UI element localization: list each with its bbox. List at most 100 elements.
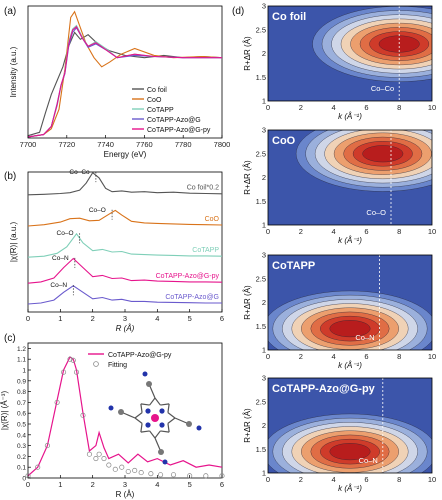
molecule-bond (134, 417, 143, 424)
legend-label-a-2: CoTAPP (147, 107, 174, 114)
annotation-label-b-0: Co–Co (69, 169, 90, 176)
wt-xtick-label-1-0: 0 (266, 227, 270, 236)
wt-ytick-label-1-4: 3 (262, 126, 266, 135)
fit-point-c-7 (73, 369, 80, 375)
fit-point-c-3 (54, 399, 60, 405)
series-label-b-4: CoTAPP-Azo@G (165, 294, 219, 301)
molecule-bond (154, 397, 161, 406)
wt-xtick-label-3-2: 4 (332, 475, 336, 484)
wt-x-axis-label-0: k (Å⁻¹) (338, 112, 362, 121)
ytick-label-c-12: 1.2 (17, 346, 26, 353)
panel-label-d: (d) (232, 6, 244, 17)
molecule-bond (149, 397, 156, 406)
wt-ytick-label-2-3: 2.5 (256, 274, 266, 283)
fit-point-c-10 (93, 456, 99, 462)
xtick-label-a-4: 7780 (175, 140, 192, 149)
wt-title-3: CoTAPP-Azo@G-py (272, 383, 376, 395)
molecule-bond (160, 403, 170, 406)
ytick-label-c-10: 1 (22, 368, 26, 375)
y-axis-label-c: |χ(R)| (Å⁻³) (0, 391, 9, 431)
series-label-b-3: CoTAPP-Azo@G-py (156, 273, 220, 280)
plot-frame-a (27, 5, 223, 139)
molecule-nitrogen (145, 422, 151, 428)
wt-ytick-label-3-4: 3 (262, 374, 266, 383)
wt-xtick-label-1-5: 10 (428, 227, 436, 236)
wt-contours (268, 130, 432, 225)
wt-x-axis-label-2: k (Å⁻¹) (338, 361, 362, 370)
panel-label-c: (c) (4, 333, 16, 344)
fit-point-c-24 (219, 473, 225, 479)
wt-xtick-label-1-3: 6 (364, 227, 368, 236)
fit-point-c-15 (119, 464, 125, 470)
series-line-b-2 (27, 232, 223, 258)
wt-map-2: CoTAPP Co–N 0 2 4 6 8 10 1 1.5 2 2.5 3 k (Å⁻¹) R+ΔR (Å… (243, 251, 436, 371)
molecule-bond (140, 430, 150, 433)
molecule-nitrogen (145, 408, 151, 414)
legend-swatch-c-1 (93, 361, 99, 367)
wt-xtick-label-2-4: 8 (397, 352, 401, 361)
ytick-label-c-3: 0.3 (17, 443, 26, 450)
wt-ytick-label-0-3: 2.5 (256, 25, 266, 34)
wt-xtick-label-0-0: 0 (266, 103, 270, 112)
fit-point-c-23 (203, 473, 209, 479)
annotation-label-b-3: Co–N (52, 255, 69, 262)
wt-ytick-label-3-0: 1 (262, 469, 266, 478)
xtick-label-c-4: 4 (155, 480, 159, 489)
wt-peak-label-2: Co–N (355, 333, 374, 342)
wt-xtick-label-3-0: 0 (266, 475, 270, 484)
fit-point-c-17 (132, 467, 138, 473)
wt-xtick-label-1-1: 2 (299, 227, 303, 236)
wt-frame-3 (267, 377, 433, 474)
wt-contour-level (362, 145, 404, 163)
molecule-bond (167, 417, 176, 424)
fit-point-c-11 (96, 451, 102, 457)
wt-xtick-label-1-2: 4 (332, 227, 336, 236)
wt-contours (268, 378, 432, 473)
series-line-b-4 (27, 285, 222, 305)
xtick-label-b-5: 5 (188, 314, 192, 323)
ytick-label-c-6: 0.6 (17, 411, 26, 418)
y-axis-label-a: Intensity (a.u.) (9, 46, 18, 97)
molecule-bond (140, 423, 143, 433)
series-line-a-4 (27, 25, 222, 138)
wt-peak-label-0: Co–Co (371, 84, 394, 93)
molecule-nitrogen (196, 425, 202, 431)
wt-map-0: Co foil Co–Co 0 2 4 6 8 10 1 1.5 2 2.5 3 k (Å⁻¹) R+ΔR … (243, 2, 436, 122)
molecule-atom (186, 421, 192, 427)
annotation-label-b-2: Co–O (57, 230, 74, 237)
wt-xtick-label-0-2: 4 (332, 103, 336, 112)
molecule-cobalt (151, 414, 159, 422)
fit-point-c-2 (44, 443, 50, 449)
molecule-bond (167, 423, 170, 433)
wt-frame-1 (267, 129, 433, 226)
wt-map-3: CoTAPP-Azo@G-py Co–N 0 2 4 6 8 10 1 1.5 2 2.5 3 k (Å⁻… (243, 374, 436, 494)
molecule-nitrogen (162, 459, 168, 465)
wt-title-1: CoO (272, 135, 296, 147)
molecule-bond (149, 430, 156, 439)
legend-label-a-4: CoTAPP-Azo@G-py (147, 127, 211, 134)
wt-y-axis-label-0: R+ΔR (Å) (243, 36, 252, 71)
molecule-nitrogen (142, 371, 148, 377)
y-axis-label-b: |χ(R)| (a.u.) (9, 221, 18, 262)
xtick-label-a-2: 7740 (97, 140, 114, 149)
wt-contour-level (329, 443, 371, 461)
wt-contour-level (329, 320, 371, 338)
wt-ytick-label-2-1: 1.5 (256, 322, 266, 331)
series-label-b-0: Co foil*0.2 (187, 185, 219, 192)
wt-xtick-label-2-2: 4 (332, 352, 336, 361)
wt-ytick-label-3-3: 2.5 (256, 397, 266, 406)
molecule-nitrogen (159, 422, 165, 428)
wt-ytick-label-1-1: 1.5 (256, 197, 266, 206)
fit-point-c-19 (148, 471, 154, 477)
x-axis-label-c: R (Å) (116, 490, 135, 499)
molecule-atom (118, 409, 124, 415)
xtick-label-c-0: 0 (26, 480, 30, 489)
wt-ytick-label-1-0: 1 (262, 221, 266, 230)
wt-title-2: CoTAPP (272, 260, 315, 272)
wt-contours (268, 6, 432, 101)
wt-xtick-label-2-3: 6 (364, 352, 368, 361)
fit-point-c-21 (170, 472, 177, 478)
legend-label-c-0: CoTAPP-Azo@G-py (108, 352, 172, 359)
ytick-label-c-5: 0.5 (17, 422, 26, 429)
